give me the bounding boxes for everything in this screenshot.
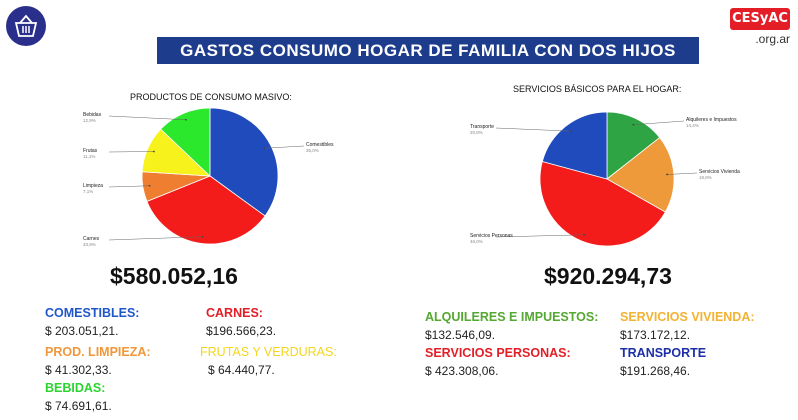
pie-label: Servicios Vivienda <box>699 169 740 175</box>
legend-name: CARNES: <box>206 306 263 320</box>
pie-percent: 7,1% <box>83 189 93 194</box>
pie-label: Carnes <box>83 236 100 242</box>
pie-percent: 46,0% <box>470 239 483 244</box>
legend-value: $196.566,23. <box>206 324 277 338</box>
legend-item-carnes: CARNES: $196.566,23. <box>206 306 276 338</box>
pie-leader-line <box>495 234 585 238</box>
legend-name: COMESTIBLES: <box>45 306 140 320</box>
pie-label: Servicios Personas <box>470 233 513 239</box>
pie-label: Limpieza <box>83 183 103 189</box>
pie-slice-comestibles <box>209 107 279 217</box>
cesyac-logo-text: CESyAC <box>730 8 790 30</box>
legend-value: $191.268,46. <box>620 364 691 378</box>
legend-name: SERVICIOS VIVIENDA: <box>620 310 755 324</box>
cesyac-logo: CESyAC .org.ar <box>724 6 794 50</box>
pie-leader-line <box>108 236 203 241</box>
pie-leader-dot <box>184 118 187 121</box>
pie-label: Bebidas <box>83 112 102 118</box>
pie-leader-line <box>108 115 186 121</box>
legend-name: FRUTAS Y VERDURAS: <box>200 345 337 359</box>
pie-percent: 12,9% <box>83 118 96 123</box>
total-consumo: $580.052,16 <box>110 263 238 289</box>
legend-item-comestibles: COMESTIBLES: $ 203.051,21. <box>45 306 139 338</box>
legend-item-vivienda: SERVICIOS VIVIENDA: $173.172,12. <box>620 310 755 342</box>
pie-percent: 14,4% <box>686 123 699 128</box>
legend-value: $173.172,12. <box>620 328 691 342</box>
pie-percent: 20,8% <box>470 130 483 135</box>
pie-leader-dot <box>583 233 585 236</box>
legend-item-personas: SERVICIOS PERSONAS: $ 423.308,06. <box>425 346 571 378</box>
pie-slice-alquileres-e-impuestos <box>606 111 661 180</box>
pie-percent: 11,1% <box>83 154 95 159</box>
pie-slice-servicios-personas <box>539 161 666 247</box>
legend-item-bebidas: BEBIDAS: $ 74.691,61. <box>45 381 112 413</box>
pie-leader-dot <box>632 123 635 126</box>
legend-value: $ 203.051,21. <box>45 324 119 338</box>
pie-label: Frutas <box>83 148 98 154</box>
chart-title-consumo: PRODUCTOS DE CONSUMO MASIVO: <box>130 92 292 102</box>
pie-label: Comestibles <box>306 142 334 148</box>
page-title: GASTOS CONSUMO HOGAR DE FAMILIA CON DOS … <box>157 37 699 64</box>
pie-leader-dot <box>263 147 266 150</box>
pie-percent: 35,0% <box>306 148 319 153</box>
pie-slice-carnes <box>146 175 266 245</box>
pie-leader-line <box>667 172 698 175</box>
legend-name: TRANSPORTE <box>620 346 707 360</box>
legend-value: $ 41.302,33. <box>45 363 112 377</box>
basket-logo-icon <box>6 6 46 46</box>
pie-leader-line <box>633 120 685 126</box>
pie-leader-dot <box>569 130 572 133</box>
pie-leader-line <box>264 145 305 149</box>
pie-percent: 33,9% <box>83 242 96 247</box>
pie-leader-dot <box>153 150 155 153</box>
pie-percent: 18,8% <box>699 175 712 180</box>
pie-leader-dot <box>201 235 204 238</box>
pie-slice-bebidas <box>160 107 211 177</box>
legend-value: $ 64.440,77. <box>208 363 275 377</box>
cesyac-logo-domain: .org.ar <box>755 32 790 46</box>
legend-item-frutas: FRUTAS Y VERDURAS: $ 64.440,77. <box>200 345 337 377</box>
legend-value: $ 74.691,61. <box>45 399 112 413</box>
pie-label: Transporte <box>470 124 494 130</box>
legend-name: ALQUILERES E IMPUESTOS: <box>425 310 599 324</box>
legend-item-limpieza: PROD. LIMPIEZA: $ 41.302,33. <box>45 345 151 377</box>
legend-name: PROD. LIMPIEZA: <box>45 345 151 359</box>
chart-title-servicios: SERVICIOS BÁSICOS PARA EL HOGAR: <box>513 84 682 94</box>
legend-name: BEBIDAS: <box>45 381 106 395</box>
pie-leader-line <box>495 127 571 132</box>
pie-label: Alquileres e Impuestos <box>686 117 737 123</box>
legend-item-alquileres: ALQUILERES E IMPUESTOS: $132.546,09. <box>425 310 598 342</box>
pie-slice-transporte <box>541 111 608 180</box>
legend-value: $ 423.308,06. <box>425 364 499 378</box>
pie-leader-dot <box>666 173 669 176</box>
pie-leader-dot <box>148 184 151 187</box>
total-servicios: $920.294,73 <box>544 263 672 289</box>
pie-leader-line <box>108 185 150 188</box>
legend-value: $132.546,09. <box>425 328 496 342</box>
legend-item-transporte: TRANSPORTE $191.268,46. <box>620 346 706 378</box>
legend-name: SERVICIOS PERSONAS: <box>425 346 571 360</box>
